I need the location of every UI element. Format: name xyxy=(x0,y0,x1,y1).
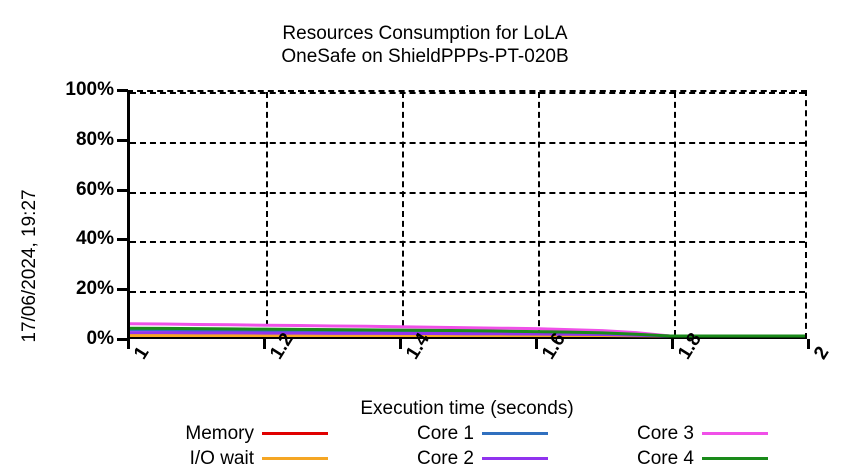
legend-item-label: Core 3 xyxy=(636,422,694,444)
y-axis-tick-label: 80% xyxy=(75,128,114,150)
gridline-vertical xyxy=(402,92,404,336)
legend-item[interactable]: Core 3 xyxy=(590,421,810,446)
y-axis-tick-label: 40% xyxy=(75,228,114,250)
legend-item-label: Core 2 xyxy=(416,447,474,469)
legend-item[interactable]: Memory xyxy=(150,421,370,446)
x-axis-tick xyxy=(127,339,130,349)
series-line-core-4 xyxy=(130,328,805,336)
y-axis-labels: 0% 20% 40% 60% 80% 100% xyxy=(0,0,122,475)
legend: Memory Core 1 Core 3 I/O wait Core 2 Core 4 xyxy=(150,421,810,471)
legend-color-swatch xyxy=(262,457,328,460)
gridline-horizontal xyxy=(130,291,805,294)
legend-color-swatch xyxy=(262,432,328,435)
y-axis-tick xyxy=(117,238,128,242)
legend-item-label: Core 4 xyxy=(636,447,694,469)
y-axis-tick xyxy=(117,188,128,192)
y-axis-tick-label: 20% xyxy=(75,278,114,300)
gridline-horizontal xyxy=(130,92,805,94)
chart-title: Resources Consumption for LoLA OneSafe o… xyxy=(0,22,850,68)
x-axis-tick xyxy=(807,339,810,349)
y-axis-tick xyxy=(117,288,128,292)
legend-color-swatch xyxy=(702,457,768,460)
plot-area xyxy=(127,90,807,339)
x-axis-caption: Execution time (seconds) xyxy=(360,398,574,419)
x-axis-tick xyxy=(263,339,266,349)
gridline-horizontal xyxy=(130,191,805,194)
chart-title-line-1: Resources Consumption for LoLA xyxy=(282,23,568,44)
x-axis-tick xyxy=(671,339,674,349)
legend-item-label: Memory xyxy=(185,422,254,444)
y-axis-tick xyxy=(117,89,128,92)
legend-item[interactable]: Core 2 xyxy=(370,446,590,471)
y-axis-tick xyxy=(117,138,128,142)
legend-item[interactable]: Core 4 xyxy=(590,446,810,471)
y-axis-tick xyxy=(117,338,128,341)
x-axis-tick-label: 1 xyxy=(130,343,154,364)
gridline-vertical xyxy=(674,92,676,336)
legend-item[interactable]: Core 1 xyxy=(370,421,590,446)
y-axis-tick-label: 0% xyxy=(86,328,114,349)
legend-color-swatch xyxy=(702,432,768,435)
x-axis-tick-label: 2 xyxy=(810,343,834,364)
legend-color-swatch xyxy=(482,432,548,435)
legend-color-swatch xyxy=(482,457,548,460)
legend-item-label: Core 1 xyxy=(416,422,474,444)
x-axis-tick xyxy=(535,339,538,349)
gridline-horizontal xyxy=(130,141,805,144)
gridline-vertical xyxy=(538,92,540,336)
chart-title-line-2: OneSafe on ShieldPPPs-PT-020B xyxy=(281,46,569,67)
gridline-horizontal xyxy=(130,241,805,244)
gridline-vertical xyxy=(266,92,268,336)
x-axis-tick xyxy=(399,339,402,349)
series-lines xyxy=(130,92,805,336)
legend-item-label: I/O wait xyxy=(189,447,254,469)
y-axis-tick-label: 60% xyxy=(75,178,114,200)
y-axis-tick-label: 100% xyxy=(65,79,114,100)
legend-item[interactable]: I/O wait xyxy=(150,446,370,471)
